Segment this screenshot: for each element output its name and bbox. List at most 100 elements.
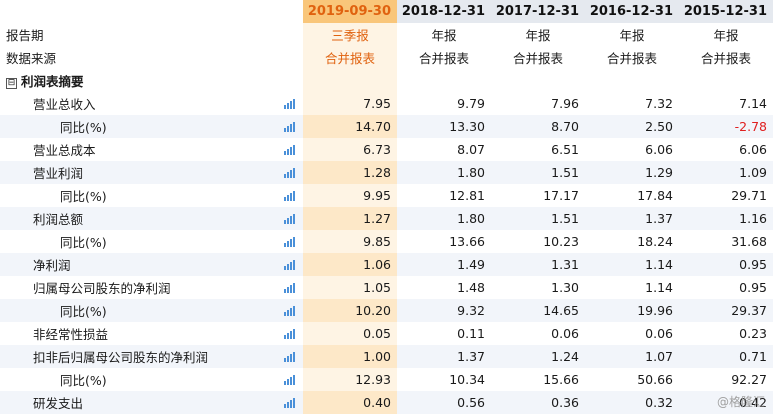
data-source-row: 数据来源 合并报表 合并报表 合并报表 合并报表 合并报表 <box>0 46 773 69</box>
table-row: 净利润 1.06 1.49 1.31 1.14 0.95 <box>0 253 773 276</box>
section-title: 利润表摘要 <box>21 74 84 89</box>
bar-chart-icon[interactable] <box>284 352 296 362</box>
date-header[interactable]: 2019-09-30 <box>303 0 397 23</box>
collapse-toggle-icon[interactable]: ⊟ <box>6 78 17 89</box>
row-label: 数据来源 <box>0 46 303 69</box>
bar-chart-icon[interactable] <box>284 99 296 109</box>
bar-chart-icon[interactable] <box>284 260 296 270</box>
table-row: 营业利润 1.28 1.80 1.51 1.29 1.09 <box>0 161 773 184</box>
bar-chart-icon[interactable] <box>284 214 296 224</box>
cell-value: 6.06 <box>645 142 673 157</box>
date-header[interactable]: 2015-12-31 <box>679 0 773 23</box>
cell-value: 年报 <box>397 23 491 46</box>
bar-chart-icon[interactable] <box>284 145 296 155</box>
section-header-row[interactable]: ⊟ 利润表摘要 <box>0 69 773 92</box>
cell-value: 9.85 <box>303 230 397 253</box>
row-label: 同比(%) <box>0 184 303 207</box>
row-label: 利润总额 <box>0 207 303 230</box>
cell-value: 0.23 <box>739 326 767 341</box>
date-header[interactable]: 2016-12-31 <box>585 0 679 23</box>
row-label: 研发支出 <box>0 391 303 414</box>
cell-value: 1.80 <box>397 207 491 230</box>
cell-value: 合并报表 <box>397 46 491 69</box>
cell-value: 9.79 <box>457 96 485 111</box>
cell-value: 0.05 <box>303 322 397 345</box>
bar-chart-icon[interactable] <box>284 375 296 385</box>
cell-value: 1.51 <box>491 207 585 230</box>
cell-value: 7.14 <box>739 96 767 111</box>
cell-value: 6.73 <box>303 138 397 161</box>
cell-value: 17.84 <box>637 188 673 203</box>
cell-value: 31.68 <box>731 234 767 249</box>
cell-value: 14.65 <box>491 299 585 322</box>
cell-value: 1.16 <box>679 207 773 230</box>
bar-chart-icon[interactable] <box>284 191 296 201</box>
row-label-text: 非经常性损益 <box>33 327 109 342</box>
cell-value: 0.95 <box>739 280 767 295</box>
table-row: 利润总额 1.27 1.80 1.51 1.37 1.16 <box>0 207 773 230</box>
cell-value: 7.32 <box>645 96 673 111</box>
row-label-text: 同比(%) <box>60 189 107 204</box>
bar-chart-icon[interactable] <box>284 122 296 132</box>
cell-value: 29.37 <box>679 299 773 322</box>
row-label-text: 营业总成本 <box>33 143 96 158</box>
cell-value: 9.95 <box>303 184 397 207</box>
table-row: 同比(%) 14.70 13.30 8.70 2.50 -2.78 <box>0 115 773 138</box>
row-label: 同比(%) <box>0 115 303 138</box>
watermark: @格隆汇 <box>716 395 765 409</box>
cell-value: 0.32 <box>585 391 679 414</box>
row-label-text: 研发支出 <box>33 396 84 411</box>
row-label-text: 同比(%) <box>60 235 107 250</box>
cell-value: 1.14 <box>645 280 673 295</box>
bar-chart-icon[interactable] <box>284 306 296 316</box>
cell-value: 三季报 <box>303 23 397 46</box>
table-row: 同比(%) 10.20 9.32 14.65 19.96 29.37 <box>0 299 773 322</box>
date-header[interactable]: 2018-12-31 <box>397 0 491 23</box>
cell-value: 合并报表 <box>491 46 585 69</box>
cell-value: 10.23 <box>543 234 579 249</box>
section-title-cell[interactable]: ⊟ 利润表摘要 <box>0 69 303 92</box>
bar-chart-icon[interactable] <box>284 237 296 247</box>
table-row: 营业总收入 7.95 9.79 7.96 7.32 7.14 <box>0 92 773 115</box>
cell-value: 1.14 <box>585 253 679 276</box>
cell-value: 2.50 <box>585 115 679 138</box>
cell-value: 0.40 <box>303 391 397 414</box>
cell-value: 10.34 <box>449 372 485 387</box>
cell-value: 92.27 <box>731 372 767 387</box>
cell-value: 合并报表 <box>585 46 679 69</box>
cell-value: 1.37 <box>585 207 679 230</box>
cell-value: 13.30 <box>397 115 491 138</box>
bar-chart-icon[interactable] <box>284 329 296 339</box>
table-row: 研发支出 0.40 0.56 0.36 0.32 0.42 <box>0 391 773 414</box>
cell-value: 0.11 <box>457 326 485 341</box>
table-row: 扣非后归属母公司股东的净利润 1.00 1.37 1.24 1.07 0.71 <box>0 345 773 368</box>
cell-value: 1.30 <box>551 280 579 295</box>
row-label-text: 利润总额 <box>33 212 84 227</box>
row-label: 同比(%) <box>0 230 303 253</box>
cell-value: 1.09 <box>679 161 773 184</box>
cell-value: 10.20 <box>303 299 397 322</box>
cell-value: 1.49 <box>397 253 491 276</box>
cell-value: 1.31 <box>491 253 585 276</box>
row-label: 非经常性损益 <box>0 322 303 345</box>
cell-value: 年报 <box>491 23 585 46</box>
bar-chart-icon[interactable] <box>284 168 296 178</box>
date-header[interactable]: 2017-12-31 <box>491 0 585 23</box>
cell-value: 1.24 <box>491 345 585 368</box>
cell-value: 0.56 <box>397 391 491 414</box>
cell-value: 6.51 <box>551 142 579 157</box>
cell-value: 6.06 <box>739 142 767 157</box>
cell-value: -2.78 <box>679 115 773 138</box>
row-label-text: 同比(%) <box>60 120 107 135</box>
bar-chart-icon[interactable] <box>284 283 296 293</box>
header-corner <box>0 0 303 23</box>
cell-value: 1.37 <box>397 345 491 368</box>
row-label-text: 同比(%) <box>60 304 107 319</box>
bar-chart-icon[interactable] <box>284 398 296 408</box>
row-label-text: 净利润 <box>33 258 71 273</box>
cell-value: 年报 <box>585 23 679 46</box>
cell-value: 19.96 <box>585 299 679 322</box>
cell-value: 0.71 <box>679 345 773 368</box>
cell-value: 1.07 <box>585 345 679 368</box>
